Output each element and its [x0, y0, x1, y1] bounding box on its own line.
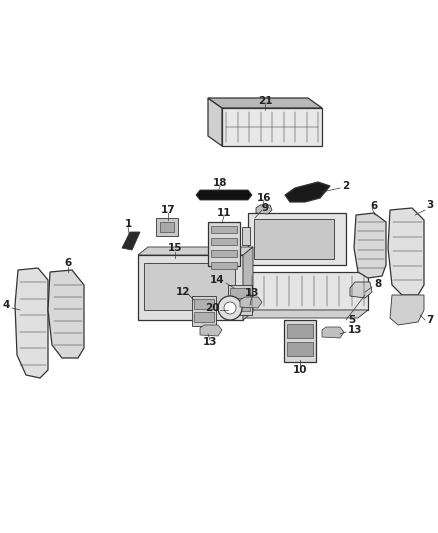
- FancyBboxPatch shape: [194, 299, 214, 309]
- Text: 2: 2: [342, 181, 349, 191]
- Text: 3: 3: [426, 200, 433, 210]
- Text: 10: 10: [293, 365, 307, 375]
- Polygon shape: [285, 182, 330, 202]
- Polygon shape: [208, 98, 222, 146]
- Text: 6: 6: [371, 201, 378, 211]
- Text: 18: 18: [213, 178, 227, 188]
- Text: 11: 11: [217, 208, 231, 218]
- Polygon shape: [240, 297, 262, 308]
- FancyBboxPatch shape: [208, 222, 240, 266]
- FancyBboxPatch shape: [192, 296, 216, 326]
- Polygon shape: [238, 310, 368, 318]
- FancyBboxPatch shape: [211, 262, 237, 269]
- Text: 20: 20: [205, 303, 220, 313]
- Polygon shape: [200, 325, 222, 336]
- Text: 16: 16: [257, 193, 271, 203]
- FancyBboxPatch shape: [230, 301, 250, 311]
- Text: 6: 6: [64, 258, 72, 268]
- FancyBboxPatch shape: [144, 263, 235, 310]
- Text: 5: 5: [348, 315, 355, 325]
- Polygon shape: [256, 205, 272, 214]
- FancyBboxPatch shape: [230, 288, 250, 298]
- FancyBboxPatch shape: [228, 285, 252, 315]
- Text: 21: 21: [258, 96, 272, 106]
- FancyBboxPatch shape: [284, 320, 316, 362]
- FancyBboxPatch shape: [211, 226, 237, 233]
- Polygon shape: [48, 270, 84, 358]
- Text: 15: 15: [168, 243, 182, 253]
- FancyBboxPatch shape: [254, 219, 334, 259]
- FancyBboxPatch shape: [287, 324, 313, 338]
- Text: 8: 8: [374, 279, 381, 289]
- Text: 13: 13: [245, 288, 259, 298]
- Polygon shape: [350, 282, 372, 298]
- Polygon shape: [390, 295, 424, 325]
- Text: 4: 4: [3, 300, 10, 310]
- Text: 17: 17: [161, 205, 175, 215]
- Text: 12: 12: [176, 287, 190, 297]
- FancyBboxPatch shape: [211, 250, 237, 257]
- FancyBboxPatch shape: [160, 222, 174, 232]
- Text: 14: 14: [209, 275, 224, 285]
- Text: 1: 1: [124, 219, 132, 229]
- Text: 7: 7: [426, 315, 433, 325]
- Polygon shape: [322, 327, 344, 338]
- Polygon shape: [15, 268, 48, 378]
- FancyBboxPatch shape: [211, 238, 237, 245]
- Circle shape: [224, 302, 236, 314]
- FancyBboxPatch shape: [194, 312, 214, 322]
- Polygon shape: [354, 213, 386, 278]
- Polygon shape: [196, 190, 252, 200]
- Polygon shape: [138, 247, 253, 255]
- FancyBboxPatch shape: [138, 255, 243, 320]
- Text: 9: 9: [262, 203, 269, 213]
- Circle shape: [218, 296, 242, 320]
- FancyBboxPatch shape: [248, 213, 346, 265]
- Text: 13: 13: [203, 337, 217, 347]
- FancyBboxPatch shape: [156, 218, 178, 236]
- Polygon shape: [208, 98, 322, 108]
- FancyBboxPatch shape: [222, 108, 322, 146]
- Text: 13: 13: [348, 325, 363, 335]
- FancyBboxPatch shape: [287, 342, 313, 356]
- Polygon shape: [122, 232, 140, 250]
- Polygon shape: [243, 247, 253, 320]
- FancyBboxPatch shape: [248, 272, 368, 310]
- Polygon shape: [388, 208, 424, 295]
- FancyBboxPatch shape: [242, 227, 250, 245]
